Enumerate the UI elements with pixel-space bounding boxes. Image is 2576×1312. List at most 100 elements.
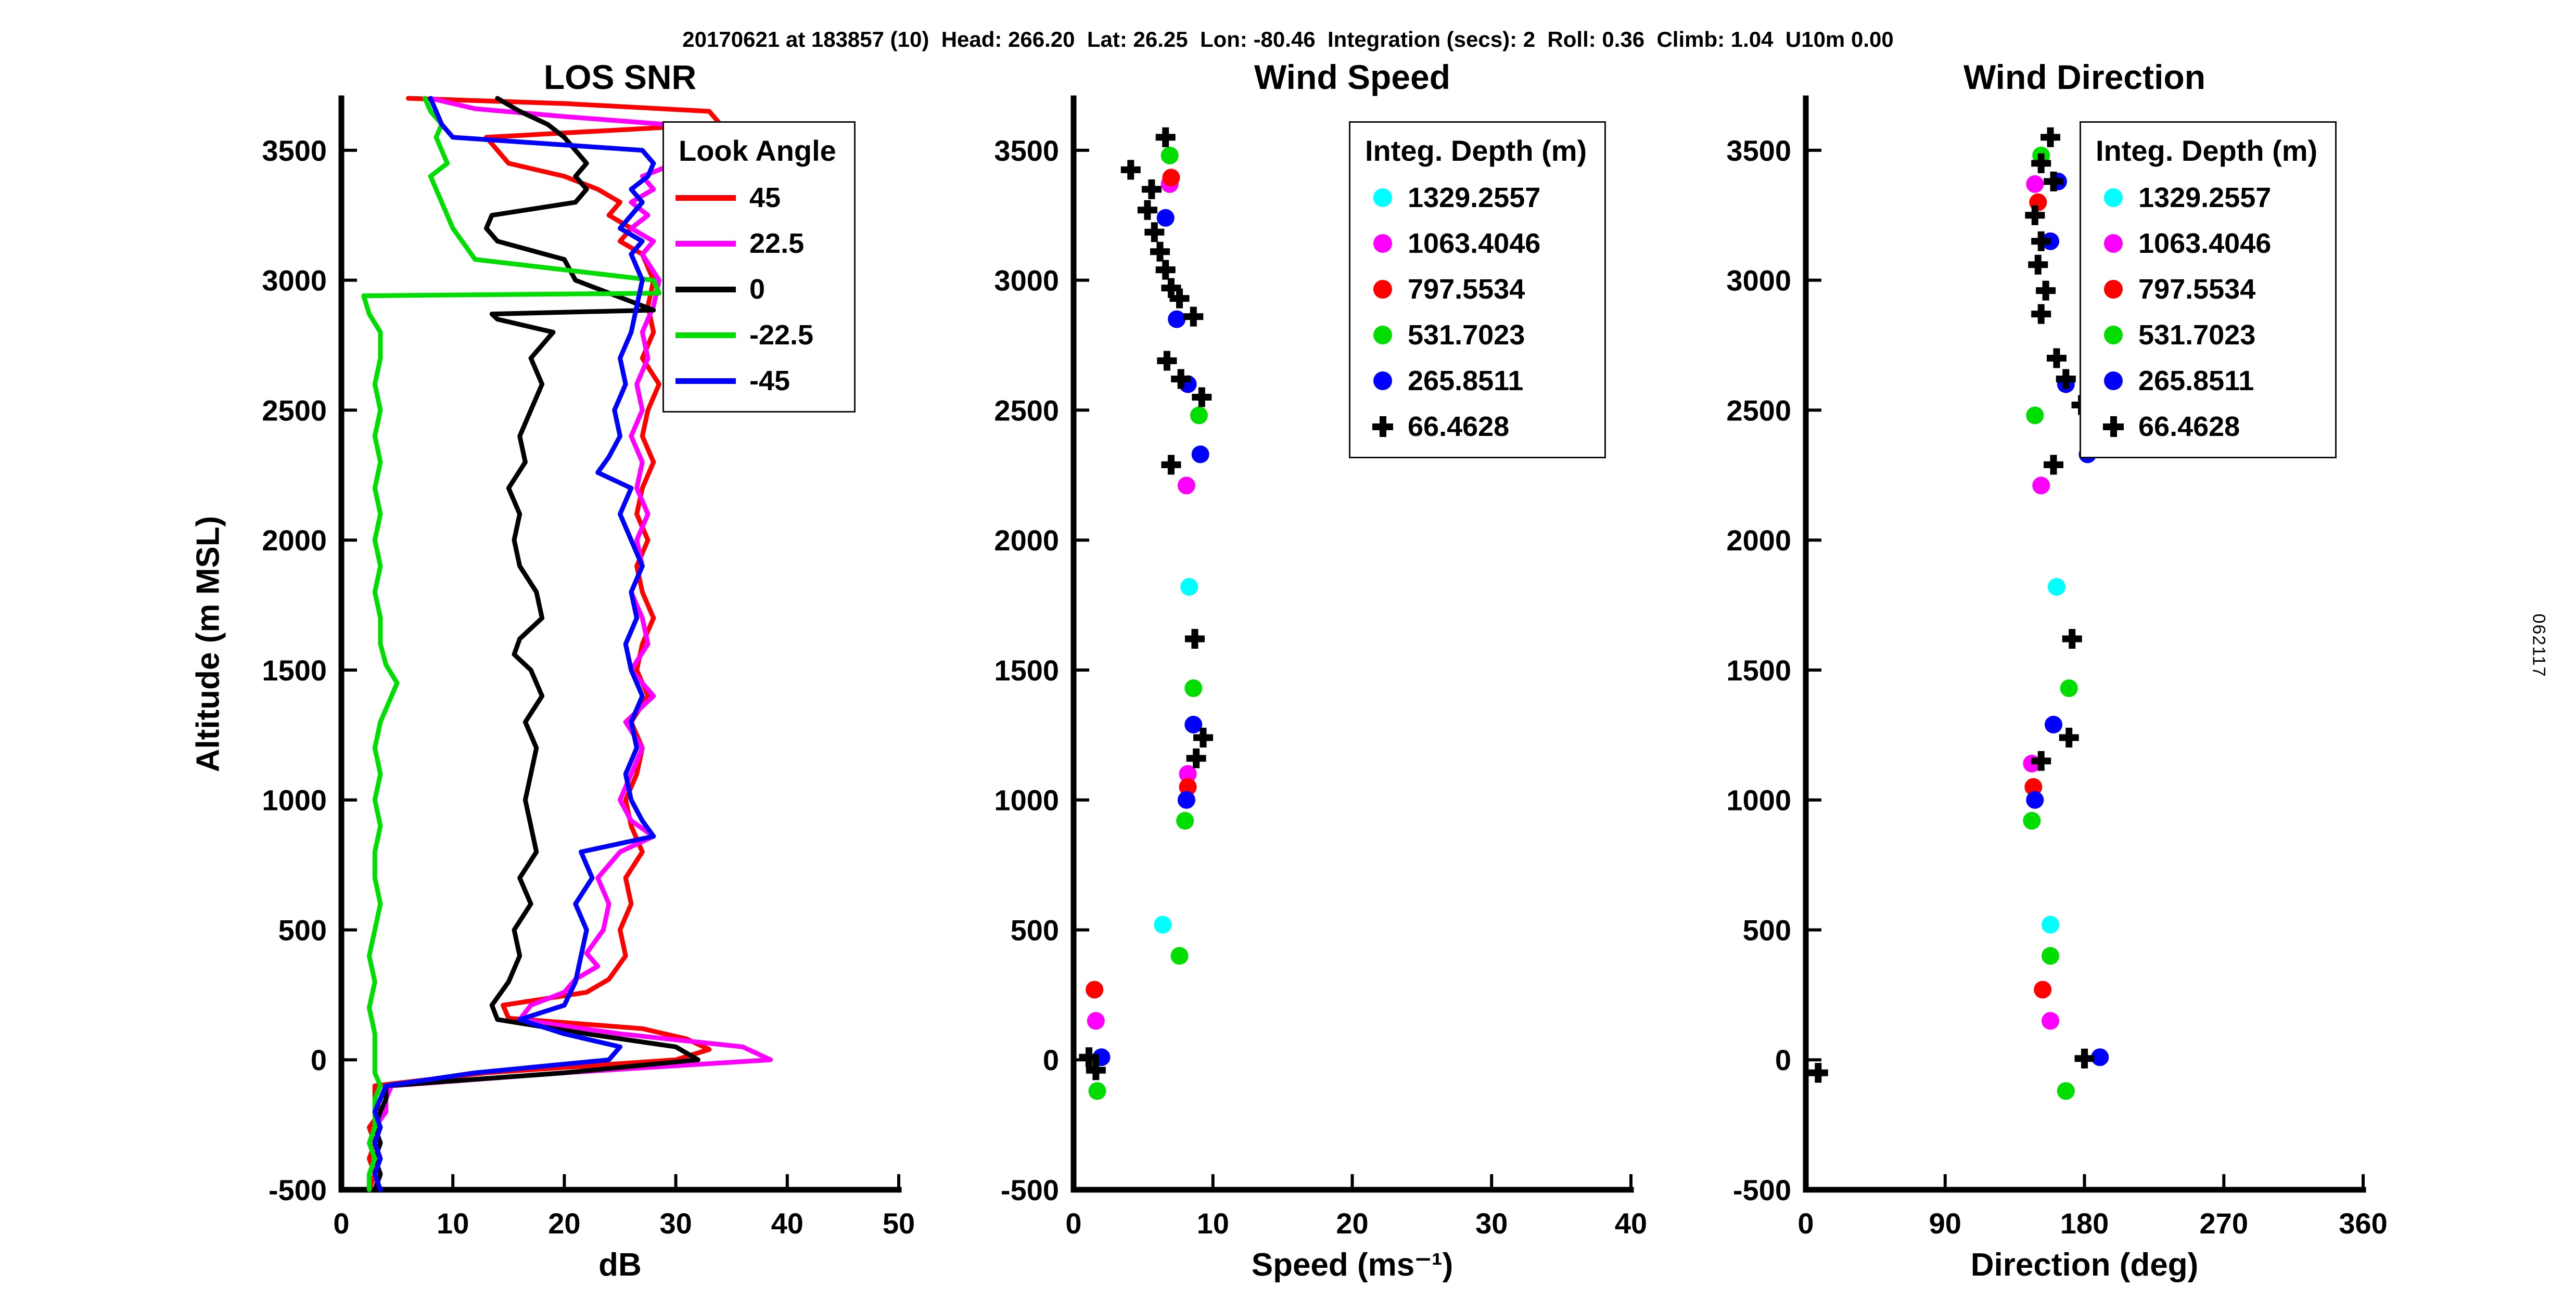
legend-label: 531.7023	[2138, 319, 2256, 351]
legend-item: 22.5	[675, 221, 839, 266]
dot-swatch	[1373, 234, 1392, 253]
legend-item: 0	[675, 266, 839, 312]
svg-text:2000: 2000	[994, 524, 1059, 557]
svg-text:500: 500	[1011, 914, 1059, 946]
svg-text:10: 10	[1197, 1207, 1229, 1240]
altitude-y-axis-label: Altitude (m MSL)	[190, 516, 226, 773]
legend-item: -22.5	[675, 312, 839, 358]
direction-x-axis-label: Direction (deg)	[1970, 1247, 2199, 1283]
svg-text:3500: 3500	[262, 134, 327, 167]
legend-item: 797.5534	[2093, 266, 2320, 312]
svg-text:30: 30	[1475, 1207, 1508, 1240]
svg-text:20: 20	[1336, 1207, 1368, 1240]
speed-x-axis-label: Speed (ms⁻¹)	[1251, 1247, 1453, 1283]
svg-text:2500: 2500	[262, 394, 327, 427]
legend-label: 1063.4046	[1408, 228, 1541, 259]
svg-text:1500: 1500	[262, 654, 327, 687]
dot-swatch	[1373, 326, 1392, 344]
wind-direction-title: Wind Direction	[1963, 58, 2206, 96]
line-swatch	[675, 195, 736, 201]
dot-swatch	[2104, 280, 2123, 299]
svg-text:1500: 1500	[1726, 654, 1791, 687]
svg-text:40: 40	[1615, 1207, 1647, 1240]
svg-text:180: 180	[2060, 1207, 2109, 1240]
svg-text:-500: -500	[1001, 1174, 1059, 1206]
legend-item: 797.5534	[1362, 266, 1590, 312]
svg-text:50: 50	[883, 1207, 915, 1240]
dot-swatch	[1373, 371, 1392, 390]
legend-label: 66.4628	[2138, 411, 2240, 442]
svg-text:270: 270	[2200, 1207, 2248, 1240]
dot-swatch	[2104, 188, 2123, 207]
svg-text:10: 10	[437, 1207, 469, 1240]
svg-text:0: 0	[333, 1207, 349, 1240]
svg-text:3500: 3500	[994, 134, 1059, 167]
svg-text:0: 0	[1775, 1044, 1791, 1076]
legend-item: 531.7023	[2093, 312, 2320, 358]
legend-item: 265.8511	[2093, 358, 2320, 404]
legend-item: 45	[675, 175, 839, 221]
svg-text:0: 0	[1797, 1207, 1814, 1240]
legend-item: -45	[675, 358, 839, 404]
dot-swatch	[2104, 234, 2123, 253]
legend-item: 66.4628	[1362, 404, 1590, 449]
svg-text:-500: -500	[269, 1174, 327, 1206]
svg-text:20: 20	[548, 1207, 580, 1240]
legend-label: 1063.4046	[2138, 228, 2272, 259]
legend-item: 1329.2557	[2093, 175, 2320, 221]
svg-text:-500: -500	[1733, 1174, 1791, 1206]
svg-text:3000: 3000	[1726, 264, 1791, 297]
legend-item: 1063.4046	[2093, 221, 2320, 266]
svg-text:3500: 3500	[1726, 134, 1791, 167]
svg-text:500: 500	[1743, 914, 1791, 946]
svg-text:360: 360	[2339, 1207, 2387, 1240]
svg-text:2000: 2000	[262, 524, 327, 557]
legend-label: -45	[749, 365, 790, 396]
line-swatch	[675, 240, 736, 247]
legend-label: 45	[749, 182, 781, 213]
legend-title: Integ. Depth (m)	[1365, 134, 1587, 167]
svg-text:2500: 2500	[994, 394, 1059, 427]
svg-text:2000: 2000	[1726, 524, 1791, 557]
snr-x-axis-label: dB	[598, 1247, 642, 1283]
svg-text:1000: 1000	[262, 784, 327, 817]
legend-label: 797.5534	[1408, 274, 1525, 305]
svg-text:3000: 3000	[994, 264, 1059, 297]
datestamp-watermark: 062117	[2529, 613, 2549, 678]
legend-label: -22.5	[749, 319, 814, 351]
legend-label: 531.7023	[1408, 319, 1525, 351]
svg-text:1000: 1000	[1726, 784, 1791, 817]
line-swatch	[675, 332, 736, 338]
svg-text:0: 0	[1043, 1044, 1059, 1076]
legend-item: 1063.4046	[1362, 221, 1590, 266]
dot-swatch	[2104, 371, 2123, 390]
svg-text:3000: 3000	[262, 264, 327, 297]
figure-header: 20170621 at 183857 (10) Head: 266.20 Lat…	[682, 27, 1894, 52]
legend-label: 66.4628	[1408, 411, 1510, 442]
svg-text:0: 0	[311, 1044, 327, 1076]
integ-depth-legend-direction: Integ. Depth (m) 1329.2557 1063.4046 797…	[2080, 121, 2337, 458]
legend-item: 66.4628	[2093, 404, 2320, 449]
svg-text:1500: 1500	[994, 654, 1059, 687]
legend-label: 265.8511	[1408, 365, 1524, 396]
wind-speed-title: Wind Speed	[1254, 58, 1451, 96]
los-snr-title: LOS SNR	[543, 58, 697, 96]
legend-label: 0	[749, 274, 766, 305]
svg-text:90: 90	[1929, 1207, 1961, 1240]
dot-swatch	[1373, 280, 1392, 299]
legend-item: 531.7023	[1362, 312, 1590, 358]
legend-title: Look Angle	[679, 134, 836, 167]
dot-swatch	[2104, 326, 2123, 344]
dot-swatch	[1373, 188, 1392, 207]
legend-title: Integ. Depth (m)	[2096, 134, 2318, 167]
svg-text:1000: 1000	[994, 784, 1059, 817]
legend-label: 797.5534	[2138, 274, 2256, 305]
legend-label: 265.8511	[2138, 365, 2254, 396]
legend-label: 1329.2557	[2138, 182, 2272, 213]
legend-item: 265.8511	[1362, 358, 1590, 404]
plus-marker-swatch	[1372, 416, 1393, 437]
look-angle-legend: Look Angle 45 22.5 0 -22.5 -45	[662, 121, 856, 413]
svg-text:0: 0	[1065, 1207, 1081, 1240]
svg-text:500: 500	[278, 914, 327, 946]
